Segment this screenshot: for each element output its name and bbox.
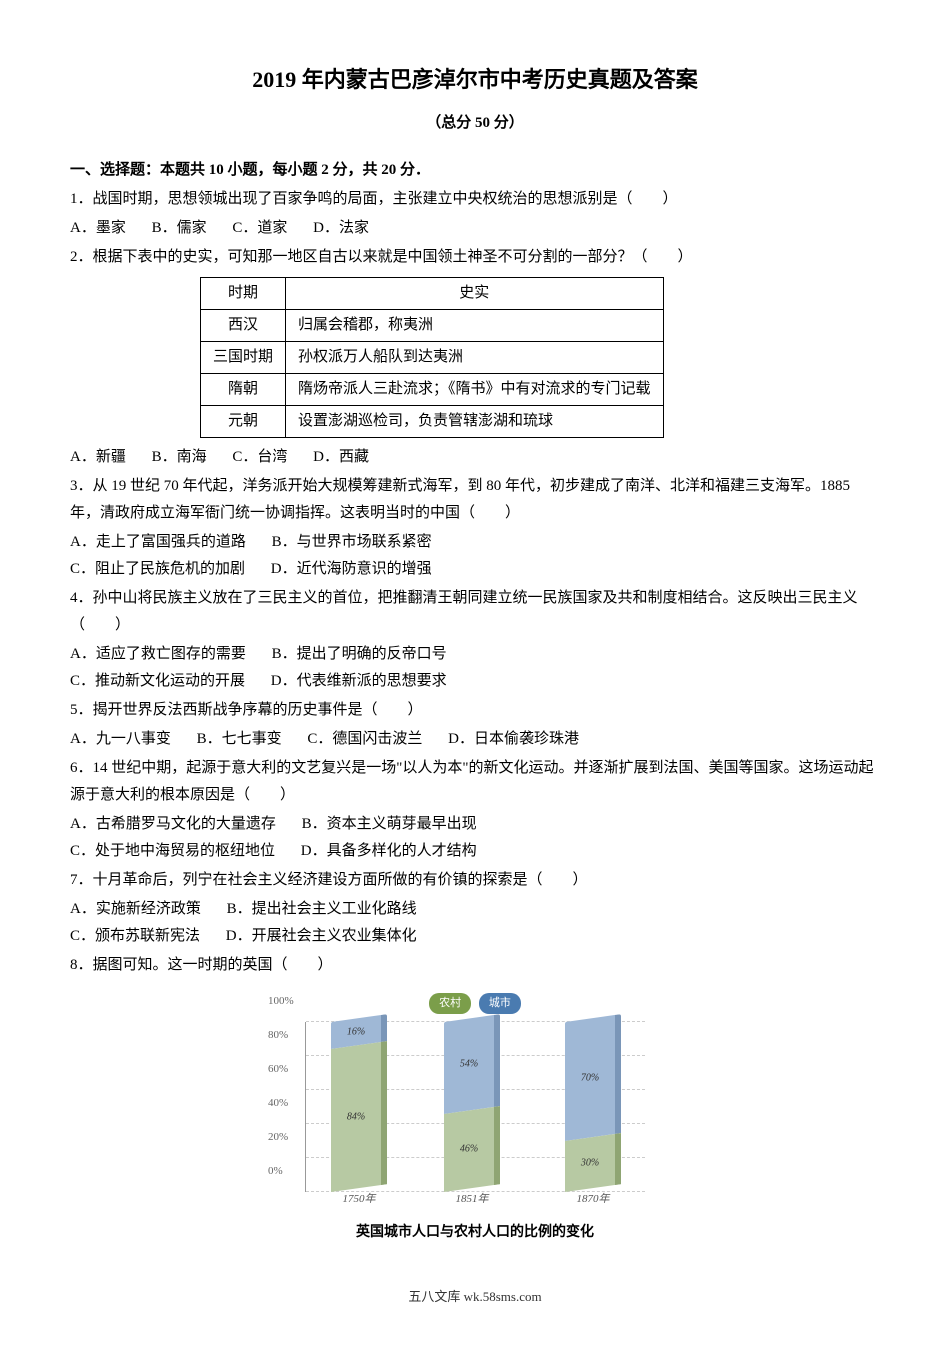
bar-value-urban: 54% <box>444 1055 494 1073</box>
bar-segment-rural: 46% <box>444 1106 500 1192</box>
q7-option-a: A．实施新经济政策 <box>70 896 201 923</box>
legend-rural: 农村 <box>429 993 471 1015</box>
cell-period: 西汉 <box>201 309 286 341</box>
population-chart: 农村 城市 0%20%40%60%80%100%16%84%1750年54%46… <box>305 989 645 1245</box>
q4-option-b: B．提出了明确的反帝口号 <box>272 641 447 668</box>
q2-option-d: D．西藏 <box>313 444 369 471</box>
question-6-options: A．古希腊罗马文化的大量遗存 B．资本主义萌芽最早出现 C．处于地中海贸易的枢纽… <box>70 811 880 865</box>
q5-option-d: D．日本偷袭珍珠港 <box>448 726 579 753</box>
question-2: 2．根据下表中的史实，可知那一地区自古以来就是中国领土神圣不可分割的一部分？（ … <box>70 244 880 271</box>
q1-option-b: B．儒家 <box>152 215 207 242</box>
page-footer: 五八文库 wk.58sms.com <box>70 1285 880 1308</box>
q2-table: 时期 史实 西汉 归属会稽郡，称夷洲 三国时期 孙权派万人船队到达夷洲 隋朝 隋… <box>200 277 664 438</box>
bar-value-urban: 70% <box>565 1069 615 1087</box>
bar-segment-urban: 54% <box>444 1014 500 1114</box>
chart-bar: 16%84%1750年 <box>331 1014 387 1192</box>
question-4-options: A．适应了救亡图存的需要 B．提出了明确的反帝口号 C．推动新文化运动的开展 D… <box>70 641 880 695</box>
q3-option-d: D．近代海防意识的增强 <box>271 556 432 583</box>
chart-x-label: 1851年 <box>455 1190 488 1210</box>
question-6: 6．14 世纪中期，起源于意大利的文艺复兴是一场"以人为本"的新文化运动。并逐渐… <box>70 755 880 809</box>
q6-option-c: C．处于地中海贸易的枢纽地位 <box>70 838 275 865</box>
q3-option-b: B．与世界市场联系紧密 <box>272 529 432 556</box>
q6-option-a: A．古希腊罗马文化的大量遗存 <box>70 811 276 838</box>
bar-value-rural: 84% <box>331 1108 381 1126</box>
chart-bar: 54%46%1851年 <box>444 1014 500 1192</box>
chart-x-label: 1750年 <box>342 1190 375 1210</box>
q3-option-c: C．阻止了民族危机的加剧 <box>70 556 245 583</box>
cell-period: 隋朝 <box>201 373 286 405</box>
question-3: 3．从 19 世纪 70 年代起，洋务派开始大规模筹建新式海军，到 80 年代，… <box>70 473 880 527</box>
q1-option-a: A．墨家 <box>70 215 126 242</box>
chart-legend: 农村 城市 <box>305 989 645 1016</box>
table-row: 西汉 归属会稽郡，称夷洲 <box>201 309 664 341</box>
chart-area: 0%20%40%60%80%100%16%84%1750年54%46%1851年… <box>305 1022 645 1192</box>
page-title: 2019 年内蒙古巴彦淖尔市中考历史真题及答案 <box>70 60 880 100</box>
bar-value-rural: 30% <box>565 1154 615 1172</box>
bar-value-urban: 16% <box>331 1023 381 1041</box>
question-7: 7．十月革命后，列宁在社会主义经济建设方面所做的有价镇的探索是（ ） <box>70 867 880 894</box>
q2-option-c: C．台湾 <box>232 444 287 471</box>
page-subtitle: （总分 50 分） <box>70 110 880 137</box>
chart-y-label: 20% <box>268 1128 288 1148</box>
cell-fact: 隋炀帝派人三赴流求；《隋书》中有对流求的专门记载 <box>286 373 664 405</box>
q2-th-period: 时期 <box>201 277 286 309</box>
q7-option-c: C．颁布苏联新宪法 <box>70 923 200 950</box>
table-row: 元朝 设置澎湖巡检司，负责管辖澎湖和琉球 <box>201 405 664 437</box>
bar-segment-urban: 70% <box>565 1014 621 1141</box>
chart-y-label: 60% <box>268 1060 288 1080</box>
legend-urban: 城市 <box>479 993 521 1015</box>
q6-option-d: D．具备多样化的人才结构 <box>301 838 477 865</box>
cell-period: 三国时期 <box>201 341 286 373</box>
bar-segment-rural: 30% <box>565 1133 621 1192</box>
chart-y-label: 100% <box>268 992 294 1012</box>
q2-option-b: B．南海 <box>152 444 207 471</box>
question-1-options: A．墨家 B．儒家 C．道家 D．法家 <box>70 215 880 242</box>
q1-option-d: D．法家 <box>313 215 369 242</box>
cell-fact: 设置澎湖巡检司，负责管辖澎湖和琉球 <box>286 405 664 437</box>
q3-option-a: A．走上了富国强兵的道路 <box>70 529 246 556</box>
section-1-header: 一、选择题：本题共 10 小题，每小题 2 分，共 20 分． <box>70 157 880 184</box>
q4-option-d: D．代表维新派的思想要求 <box>271 668 447 695</box>
cell-period: 元朝 <box>201 405 286 437</box>
q1-option-c: C．道家 <box>232 215 287 242</box>
q2-option-a: A．新疆 <box>70 444 126 471</box>
chart-bars-row: 16%84%1750年54%46%1851年70%30%1870年 <box>306 1022 645 1192</box>
bar-value-rural: 46% <box>444 1140 494 1158</box>
q4-option-c: C．推动新文化运动的开展 <box>70 668 245 695</box>
q5-option-c: C．德国闪击波兰 <box>307 726 422 753</box>
chart-y-label: 80% <box>268 1026 288 1046</box>
question-5-options: A．九一八事变 B．七七事变 C．德国闪击波兰 D．日本偷袭珍珠港 <box>70 726 880 753</box>
q5-option-b: B．七七事变 <box>197 726 282 753</box>
table-row: 三国时期 孙权派万人船队到达夷洲 <box>201 341 664 373</box>
cell-fact: 孙权派万人船队到达夷洲 <box>286 341 664 373</box>
question-4: 4．孙中山将民族主义放在了三民主义的首位，把推翻清王朝同建立统一民族国家及共和制… <box>70 585 880 639</box>
q5-option-a: A．九一八事变 <box>70 726 171 753</box>
table-row: 隋朝 隋炀帝派人三赴流求；《隋书》中有对流求的专门记载 <box>201 373 664 405</box>
bar-segment-rural: 84% <box>331 1041 387 1192</box>
question-1: 1．战国时期，思想领城出现了百家争鸣的局面，主张建立中央权统治的思想派别是（ ） <box>70 186 880 213</box>
question-7-options: A．实施新经济政策 B．提出社会主义工业化路线 C．颁布苏联新宪法 D．开展社会… <box>70 896 880 950</box>
chart-y-label: 40% <box>268 1094 288 1114</box>
q7-option-d: D．开展社会主义农业集体化 <box>226 923 417 950</box>
cell-fact: 归属会稽郡，称夷洲 <box>286 309 664 341</box>
q7-option-b: B．提出社会主义工业化路线 <box>227 896 417 923</box>
question-2-options: A．新疆 B．南海 C．台湾 D．西藏 <box>70 444 880 471</box>
chart-caption: 英国城市人口与农村人口的比例的变化 <box>305 1220 645 1245</box>
chart-x-label: 1870年 <box>576 1190 609 1210</box>
question-8: 8．据图可知。这一时期的英国（ ） <box>70 952 880 979</box>
q2-th-fact: 史实 <box>286 277 664 309</box>
q6-option-b: B．资本主义萌芽最早出现 <box>302 811 477 838</box>
q4-option-a: A．适应了救亡图存的需要 <box>70 641 246 668</box>
chart-bar: 70%30%1870年 <box>565 1014 621 1192</box>
question-3-options: A．走上了富国强兵的道路 B．与世界市场联系紧密 C．阻止了民族危机的加剧 D．… <box>70 529 880 583</box>
question-5: 5．揭开世界反法西斯战争序幕的历史事件是（ ） <box>70 697 880 724</box>
chart-y-label: 0% <box>268 1162 283 1182</box>
